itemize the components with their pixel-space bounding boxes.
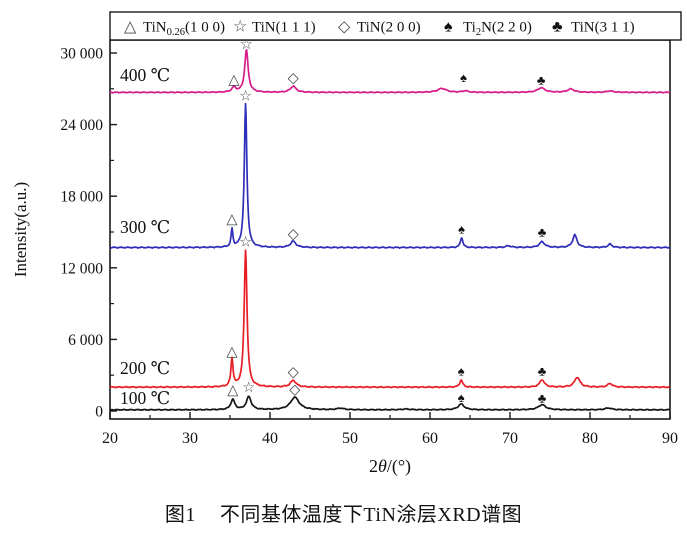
x-tick-label: 70 xyxy=(502,430,518,447)
y-tick-label: 6 000 xyxy=(68,332,103,349)
peak-marker-spade-icon: ♠ xyxy=(458,364,465,379)
peak-marker-triangle-icon: △ xyxy=(226,211,238,227)
peak-marker-club-icon: ♣ xyxy=(537,72,546,87)
legend-label: TiN(1 1 1) xyxy=(252,20,316,36)
x-tick-label: 80 xyxy=(582,430,598,447)
y-tick-label: 12 000 xyxy=(60,260,103,277)
x-tick-label: 60 xyxy=(422,430,438,447)
x-axis-title: 2θ/(°) xyxy=(369,456,411,477)
peak-marker-star-icon: ☆ xyxy=(239,88,252,104)
figure-caption: 图1 不同基体温度下TiN涂层XRD谱图 xyxy=(0,498,687,527)
peak-marker-triangle-icon: △ xyxy=(228,72,240,88)
legend-triangle-icon: △ xyxy=(124,19,137,36)
legend-label: TiN(2 0 0) xyxy=(357,20,421,36)
legend-label: Ti2N(2 2 0) xyxy=(463,20,532,39)
legend-frame xyxy=(109,11,682,41)
series-label-100c: 100 ℃ xyxy=(120,388,170,408)
xrd-chart: 20 30 40 50 60 70 80 90 0 6 000 12 000 18 000 24 000… xyxy=(11,11,682,477)
peak-marker-club-icon: ♣ xyxy=(538,390,547,405)
peak-marker-star-icon: ☆ xyxy=(239,235,252,251)
peak-marker-spade-icon: ♠ xyxy=(458,390,465,405)
series-label-400c: 400 ℃ xyxy=(120,65,170,85)
peak-marker-spade-icon: ♠ xyxy=(460,70,467,85)
x-tick-label: 20 xyxy=(102,430,118,447)
peak-marker-triangle-icon: △ xyxy=(226,344,238,360)
legend-label: TiN0.26(1 0 0) xyxy=(143,20,225,39)
y-tick-label: 0 xyxy=(95,404,103,421)
x-tick-label: 30 xyxy=(182,430,198,447)
legend-spade-icon: ♠ xyxy=(444,19,453,36)
x-tick-label: 50 xyxy=(342,430,358,447)
y-axis-title: Intensity(a.u.) xyxy=(11,182,30,277)
peak-marker-star-icon: ☆ xyxy=(240,37,253,53)
legend-star-icon: ☆ xyxy=(233,19,247,36)
peak-marker-spade-icon: ♠ xyxy=(458,222,465,237)
y-tick-label: 30 000 xyxy=(60,46,103,63)
legend-diamond-icon: ◇ xyxy=(338,19,351,36)
figure-title: 不同基体温度下TiN涂层XRD谱图 xyxy=(219,504,523,526)
plot-border xyxy=(109,39,671,420)
xrd-curve-300c xyxy=(109,102,671,249)
legend-label: TiN(3 1 1) xyxy=(571,20,635,36)
legend-club-icon: ♣ xyxy=(552,19,563,36)
peak-marker-diamond-icon: ◇ xyxy=(288,226,300,242)
y-tick-label: 24 000 xyxy=(60,117,103,134)
peak-marker-club-icon: ♣ xyxy=(538,225,547,240)
series-label-200c: 200 ℃ xyxy=(120,358,170,378)
peak-marker-club-icon: ♣ xyxy=(538,364,547,379)
xrd-curve-200c xyxy=(109,249,671,389)
xrd-curve-100c xyxy=(109,395,671,412)
y-tick-label: 18 000 xyxy=(60,189,103,206)
peak-marker-diamond-icon: ◇ xyxy=(288,71,300,87)
xrd-curve-400c xyxy=(109,49,671,94)
x-tick-label: 40 xyxy=(262,430,278,447)
peak-marker-star-icon: ☆ xyxy=(242,380,255,396)
peak-marker-triangle-icon: △ xyxy=(227,383,239,399)
peak-marker-diamond-icon: ◇ xyxy=(288,365,300,381)
figure-number: 图1 xyxy=(164,504,196,526)
peak-marker-diamond-icon: ◇ xyxy=(289,382,301,398)
series-label-300c: 300 ℃ xyxy=(120,217,170,237)
x-tick-label: 90 xyxy=(662,430,678,447)
